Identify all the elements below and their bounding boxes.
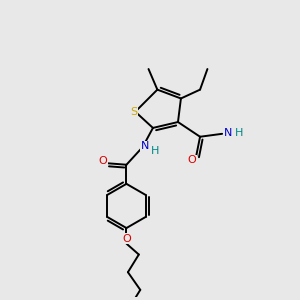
Text: H: H	[151, 146, 159, 156]
Text: N: N	[224, 128, 232, 138]
Text: H: H	[235, 128, 243, 138]
Text: NH: NH	[224, 128, 239, 138]
Text: O: O	[122, 234, 131, 244]
Text: S: S	[130, 107, 137, 117]
Text: H: H	[234, 128, 241, 138]
Text: N: N	[141, 142, 149, 152]
Text: O: O	[188, 155, 197, 165]
Text: O: O	[98, 156, 107, 166]
